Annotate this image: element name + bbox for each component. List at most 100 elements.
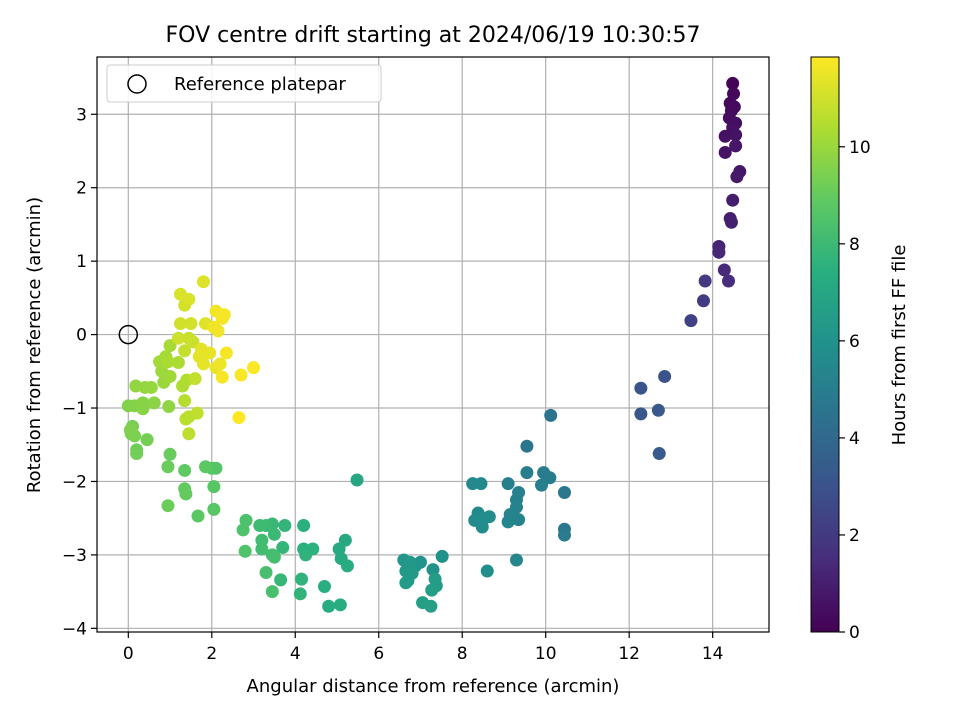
data-point [425, 583, 439, 597]
data-point [727, 100, 741, 114]
data-point [501, 477, 515, 491]
data-point [333, 598, 347, 612]
plot-frame [96, 56, 770, 633]
data-point [297, 519, 311, 533]
x-tick-label: 2 [206, 644, 217, 664]
data-point [520, 439, 534, 453]
colorbar-ticks: 0 2 4 6 8 10 [839, 138, 871, 643]
data-point [475, 520, 489, 534]
data-point [199, 460, 213, 474]
chart-title: FOV centre drift starting at 2024/06/19 … [166, 23, 701, 48]
data-point [482, 510, 496, 524]
x-axis-ticks: 0 2 4 6 8 10 12 14 [123, 632, 724, 664]
data-point [188, 372, 202, 386]
data-point [259, 566, 273, 580]
data-point [265, 585, 279, 599]
x-tick-label: 14 [702, 644, 724, 664]
y-tick-label: 1 [76, 252, 87, 272]
data-point [399, 576, 413, 590]
data-point [179, 412, 193, 426]
data-point [196, 275, 210, 289]
data-point [267, 550, 281, 564]
data-point [136, 402, 150, 416]
data-point [658, 369, 672, 383]
y-tick-label: −3 [62, 546, 87, 566]
data-point [217, 308, 231, 322]
y-tick-label: −1 [62, 399, 87, 419]
data-point [729, 128, 743, 142]
colorbar-tick-label: 0 [849, 623, 860, 643]
data-point [712, 245, 726, 259]
data-point [162, 400, 176, 414]
data-point [299, 548, 313, 562]
data-point [191, 509, 205, 523]
data-point [722, 274, 736, 288]
data-point [726, 193, 740, 207]
x-tick-label: 12 [618, 644, 640, 664]
data-point [696, 294, 710, 308]
data-point [178, 344, 192, 358]
data-point [684, 314, 698, 328]
data-point [209, 461, 223, 475]
data-point [543, 471, 557, 485]
data-point [247, 361, 261, 375]
data-point [186, 335, 200, 349]
data-point [651, 403, 665, 417]
data-point [726, 76, 740, 90]
data-point [253, 519, 267, 533]
data-point [211, 324, 225, 338]
data-point [717, 263, 731, 277]
y-tick-label: 2 [76, 179, 87, 199]
colorbar-tick-label: 8 [849, 235, 860, 255]
data-point [557, 485, 571, 499]
data-point [480, 564, 494, 578]
data-point [293, 587, 307, 601]
data-point [203, 346, 217, 360]
x-tick-label: 8 [457, 644, 468, 664]
data-point [144, 380, 158, 394]
colorbar-gradient [810, 56, 840, 633]
y-tick-label: 3 [76, 105, 87, 125]
data-point [535, 478, 549, 492]
data-point [236, 523, 250, 537]
data-point [322, 599, 336, 613]
x-tick-label: 0 [123, 644, 134, 664]
data-point [123, 423, 137, 437]
data-point [140, 433, 154, 447]
data-point [350, 473, 364, 487]
data-point [207, 502, 221, 516]
data-point [340, 559, 354, 573]
y-axis-label: Rotation from reference (arcmin) [24, 197, 45, 493]
data-point [557, 528, 571, 542]
data-point [238, 544, 252, 558]
data-point [724, 215, 738, 229]
data-point [163, 369, 177, 383]
data-point [232, 411, 246, 425]
data-point [255, 542, 269, 556]
y-axis-ticks: −4 −3 −2 −1 0 1 2 3 [62, 105, 97, 639]
data-point [179, 487, 193, 501]
data-point [234, 368, 248, 382]
data-point [182, 292, 196, 306]
data-point [730, 170, 744, 184]
data-point [207, 480, 221, 494]
data-point [147, 396, 161, 410]
points-layer [118, 76, 747, 613]
data-point [163, 339, 177, 353]
y-tick-label: −4 [62, 619, 87, 639]
data-point [501, 515, 515, 529]
data-point [219, 346, 233, 360]
y-tick-label: −2 [62, 472, 87, 492]
legend-reference-label: Reference platepar [174, 74, 346, 95]
data-point [161, 355, 175, 369]
data-point [213, 357, 227, 371]
data-point [424, 599, 438, 613]
data-point [544, 408, 558, 422]
data-point [274, 573, 288, 587]
data-point [520, 466, 534, 480]
data-point [652, 447, 666, 461]
colorbar-tick-label: 6 [849, 332, 860, 352]
data-point [276, 541, 290, 555]
data-point [474, 477, 488, 491]
